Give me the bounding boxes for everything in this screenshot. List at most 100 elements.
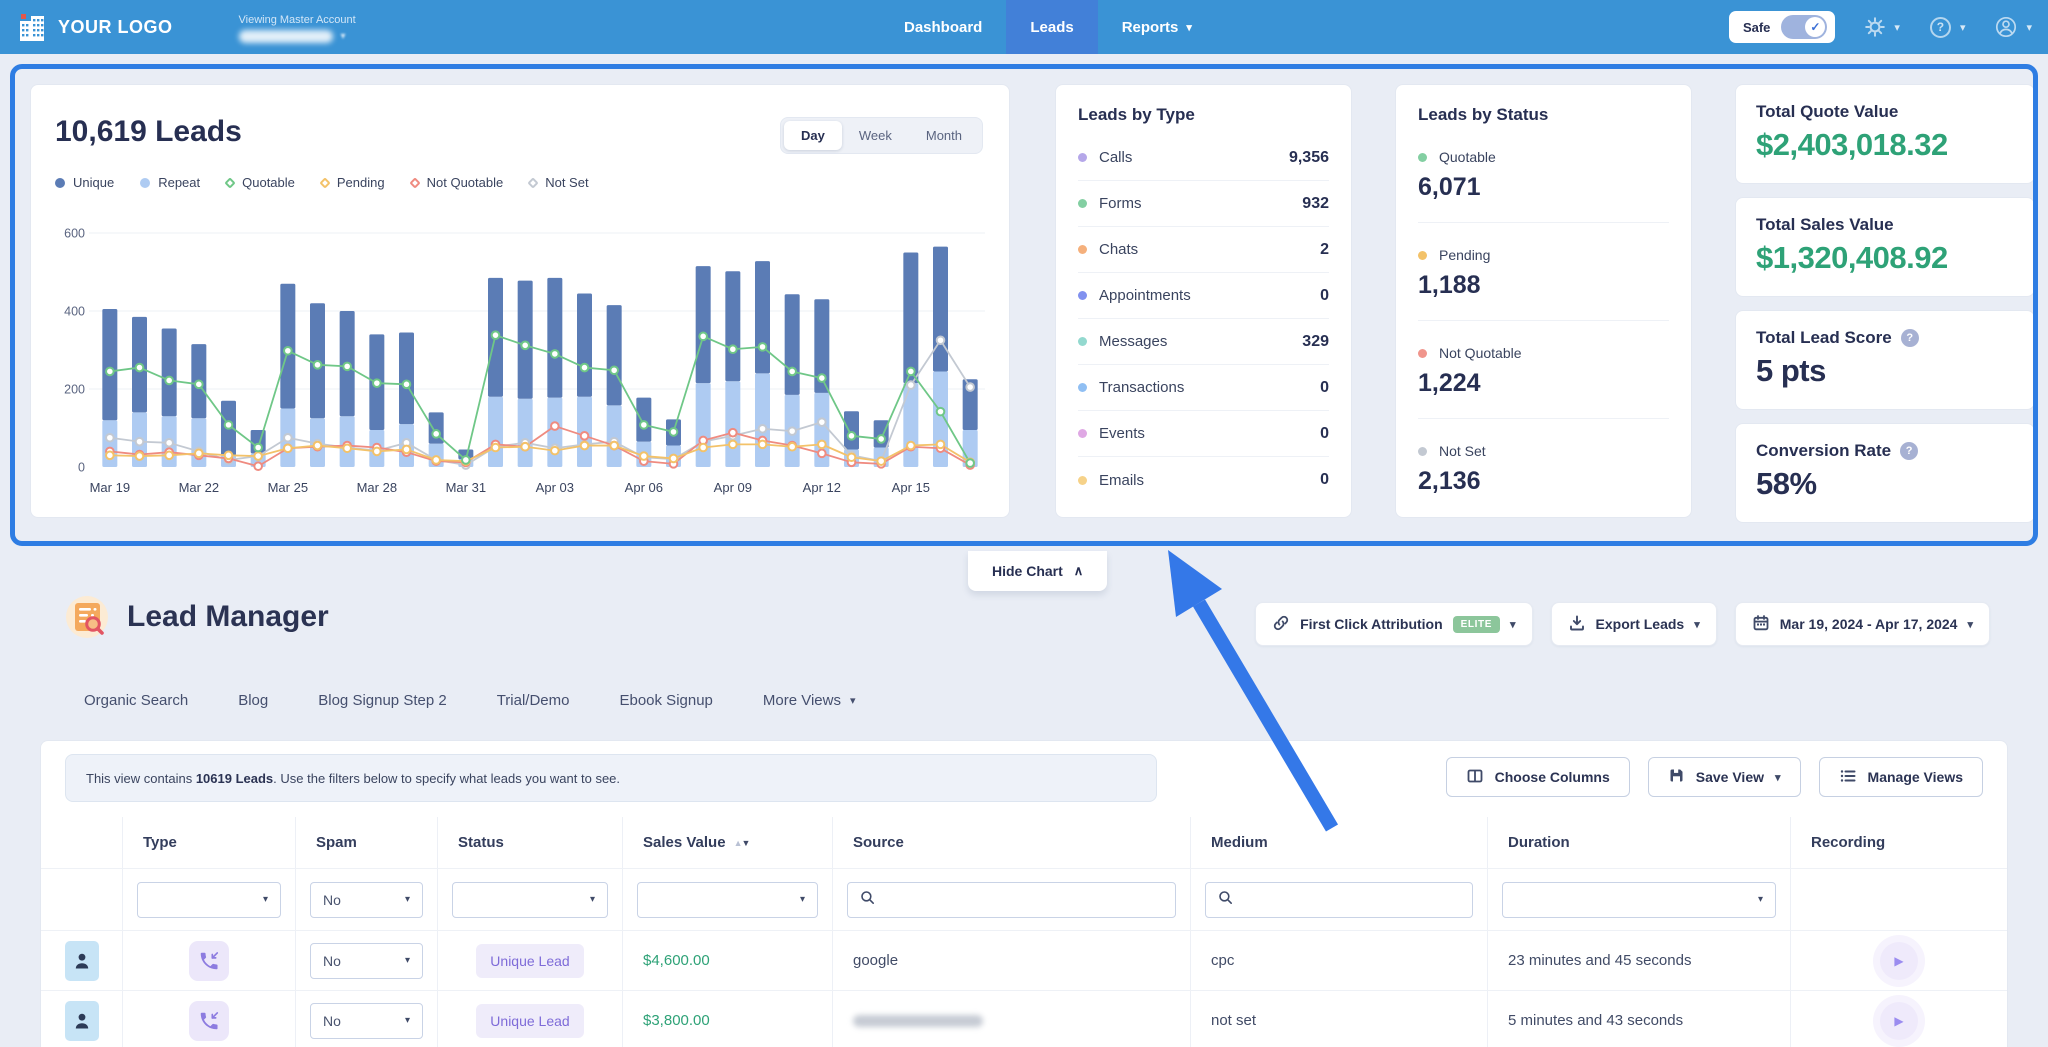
safe-mode-pill: Safe ✓: [1729, 11, 1835, 43]
logo[interactable]: YOUR LOGO: [18, 11, 173, 43]
leads-table: TypeSpamStatusSales Value▲▼SourceMediumD…: [41, 817, 2007, 1047]
summary-card-value: 5 pts: [1756, 353, 2014, 389]
summary-label-text: Total Sales Value: [1756, 215, 1894, 235]
header-cell-spam: Spam: [296, 817, 438, 868]
nav-link-label: Dashboard: [904, 19, 982, 36]
filter-status-select[interactable]: ▾: [452, 882, 608, 918]
sales-value-text: $4,600.00: [623, 952, 710, 969]
chevron-down-icon: ▾: [405, 1015, 410, 1026]
legend-label: Not Set: [545, 175, 588, 190]
summary-card-value: $2,403,018.32: [1756, 127, 2014, 163]
summary-card-label: Total Sales Value: [1756, 215, 2014, 235]
play-recording-button[interactable]: ▶: [1880, 1002, 1918, 1040]
type-label: Emails: [1099, 472, 1144, 489]
cell-source: [833, 991, 1191, 1047]
top-navbar: YOUR LOGO Viewing Master Account ▾ Dashb…: [0, 0, 2048, 54]
view-tab-label: Trial/Demo: [497, 692, 570, 709]
nav-link-reports[interactable]: Reports▾: [1098, 0, 1216, 54]
view-tab-trial-demo[interactable]: Trial/Demo: [497, 692, 570, 709]
nav-link-label: Reports: [1122, 19, 1179, 36]
lead-manager-title: Lead Manager: [127, 600, 329, 634]
help-menu[interactable]: ? ▾: [1930, 17, 1966, 38]
summary-card-value: 58%: [1756, 466, 2014, 502]
cell-contact: [41, 991, 123, 1047]
export-leads-button[interactable]: Export Leads▾: [1551, 602, 1717, 646]
filter-duration-select[interactable]: ▾: [1502, 882, 1776, 918]
row-spam-select[interactable]: No▾: [310, 943, 423, 979]
range-tab-day[interactable]: Day: [784, 121, 842, 150]
svg-text:Mar 28: Mar 28: [357, 480, 397, 495]
view-tab-ebook-signup[interactable]: Ebook Signup: [619, 692, 712, 709]
leads-by-status-card: Leads by Status Quotable6,071Pending1,18…: [1395, 84, 1692, 518]
nav-link-leads[interactable]: Leads: [1006, 0, 1097, 54]
view-tab-blog-signup-step-2[interactable]: Blog Signup Step 2: [318, 692, 446, 709]
filter-source-input[interactable]: [883, 892, 1163, 908]
more-views-dropdown[interactable]: More Views▾: [763, 692, 856, 709]
chevron-down-icon[interactable]: ▾: [341, 31, 346, 42]
table-row: No▾Unique Lead$4,600.00googlecpc23 minut…: [41, 931, 2007, 991]
hide-chart-button[interactable]: Hide Chart ∧: [968, 551, 1107, 591]
button-label: Save View: [1696, 769, 1764, 785]
legend-item-unique[interactable]: Unique: [55, 175, 114, 190]
building-logo-icon: [18, 11, 48, 43]
summary-card-conversion-rate: Conversion Rate?58%: [1735, 423, 2035, 523]
status-badge: Unique Lead: [476, 1004, 583, 1038]
viewing-account-label: Viewing Master Account: [239, 14, 356, 26]
settings-menu[interactable]: ▾: [1865, 17, 1900, 37]
help-icon[interactable]: ?: [1901, 329, 1919, 347]
status-label-text: Not Quotable: [1439, 345, 1522, 361]
profile-menu[interactable]: ▾: [1995, 16, 2032, 38]
type-value: 329: [1302, 333, 1329, 351]
legend-item-not-set[interactable]: Not Set: [529, 175, 588, 190]
nav-link-dashboard[interactable]: Dashboard: [880, 0, 1006, 54]
svg-text:Mar 31: Mar 31: [446, 480, 486, 495]
manage-views-button[interactable]: Manage Views: [1819, 757, 1983, 797]
type-value: 0: [1320, 287, 1329, 305]
leads-stacked-bar-chart[interactable]: 0200400600Mar 19Mar 22Mar 25Mar 28Mar 31…: [49, 219, 993, 511]
medium-text: cpc: [1191, 952, 1234, 969]
table-filter-row: ▾ No▾ ▾ ▾ ▾: [41, 869, 2007, 931]
help-icon[interactable]: ?: [1900, 442, 1918, 460]
legend-item-repeat[interactable]: Repeat: [140, 175, 200, 190]
save-view-button[interactable]: Save View▾: [1648, 757, 1801, 797]
status-label-text: Not Set: [1439, 443, 1486, 459]
legend-item-pending[interactable]: Pending: [321, 175, 385, 190]
legend-item-not-quotable[interactable]: Not Quotable: [411, 175, 504, 190]
svg-text:Apr 06: Apr 06: [625, 480, 663, 495]
status-block-not-set: Not Set2,136: [1418, 419, 1669, 516]
filter-sales-value-select[interactable]: ▾: [637, 882, 818, 918]
view-tab-organic-search[interactable]: Organic Search: [84, 692, 188, 709]
filter-type-select[interactable]: ▾: [137, 882, 281, 918]
legend-item-quotable[interactable]: Quotable: [226, 175, 295, 190]
range-tab-month[interactable]: Month: [909, 121, 979, 150]
hide-chart-label: Hide Chart: [992, 563, 1063, 579]
column-header-label: Sales Value▲▼: [623, 834, 749, 851]
table-actions: Choose Columns Save View▾ Manage Views: [1446, 757, 1983, 797]
sort-icons[interactable]: ▲▼: [734, 838, 750, 848]
mar-19-2024-apr-17-2024-button[interactable]: Mar 19, 2024 - Apr 17, 2024▾: [1735, 602, 1990, 646]
header-cell-sales-value[interactable]: Sales Value▲▼: [623, 817, 833, 868]
safe-toggle[interactable]: ✓: [1781, 15, 1827, 39]
play-recording-button[interactable]: ▶: [1880, 942, 1918, 980]
filter-medium-input[interactable]: [1241, 892, 1460, 908]
type-row-messages: Messages 329: [1078, 319, 1329, 365]
status-label-pending: Pending: [1418, 247, 1669, 263]
view-info-banner: This view contains 10619 Leads. Use the …: [65, 754, 1157, 802]
svg-text:200: 200: [64, 383, 85, 397]
duration-text: 5 minutes and 43 seconds: [1488, 1012, 1683, 1029]
range-tab-week[interactable]: Week: [842, 121, 909, 150]
row-spam-select[interactable]: No ▾: [310, 1003, 423, 1039]
choose-columns-button[interactable]: Choose Columns: [1446, 757, 1630, 797]
type-label: Messages: [1099, 333, 1167, 350]
contact-avatar: [65, 941, 99, 981]
status-dot-pending: [1418, 251, 1427, 260]
source-text: google: [833, 952, 898, 969]
cell-type: [123, 931, 296, 990]
header-cell-type: Type: [123, 817, 296, 868]
redacted-account-name[interactable]: [239, 30, 333, 43]
first-click-attribution-button[interactable]: First Click AttributionELITE▾: [1255, 602, 1532, 646]
view-tab-blog[interactable]: Blog: [238, 692, 268, 709]
filter-spam-select[interactable]: No▾: [310, 882, 423, 918]
type-label: Calls: [1099, 149, 1132, 166]
spam-value: No: [323, 1013, 341, 1029]
